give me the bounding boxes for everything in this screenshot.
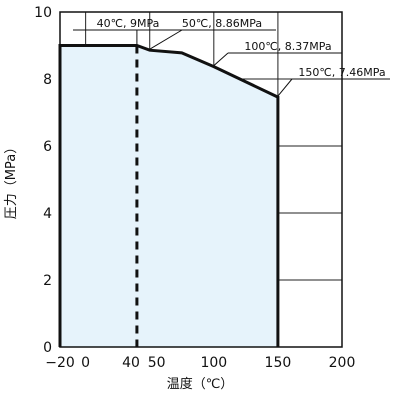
x-tick-label: 40: [122, 355, 140, 371]
axes: [59, 11, 343, 348]
y-axis-title: 圧力（MPa）: [4, 141, 19, 219]
annotation-label: 50℃, 8.86MPa: [182, 17, 262, 30]
x-tick-label: 200: [329, 355, 356, 371]
annotation-connector: [277, 78, 293, 97]
annotation-label: 100℃, 8.37MPa: [244, 40, 331, 53]
annotation-connector: [149, 29, 183, 50]
plot-border: [59, 11, 343, 348]
annotation-label: 150℃, 7.46MPa: [298, 66, 385, 79]
x-tick-labels: −20 0 40 50 100 150 200: [45, 355, 355, 371]
y-tick-label: 0: [43, 340, 52, 356]
y-tick-labels: 0 2 4 6 8 10: [34, 5, 52, 356]
annotation-label: 40℃, 9MPa: [97, 17, 160, 30]
operating-region: [58, 44, 280, 347]
y-tick-label: 6: [43, 139, 52, 155]
annotation-connector: [213, 52, 229, 66]
y-tick-label: 8: [43, 72, 52, 88]
x-tick-label: 150: [265, 355, 292, 371]
y-tick-label: 10: [34, 5, 52, 21]
region-fill: [60, 45, 278, 347]
pressure-limit-line: [58, 44, 280, 347]
x-tick-label: 0: [81, 355, 90, 371]
x-tick-label: −20: [45, 355, 75, 371]
y-tick-label: 4: [43, 206, 52, 222]
x-tick-label: 100: [200, 355, 227, 371]
x-axis-title: 温度（℃）: [167, 376, 234, 392]
x-tick-label: 50: [148, 355, 166, 371]
y-tick-label: 2: [43, 273, 52, 289]
annotations: 40℃, 9MPa 50℃, 8.86MPa 100℃, 8.37MPa 150℃, …: [73, 17, 390, 97]
